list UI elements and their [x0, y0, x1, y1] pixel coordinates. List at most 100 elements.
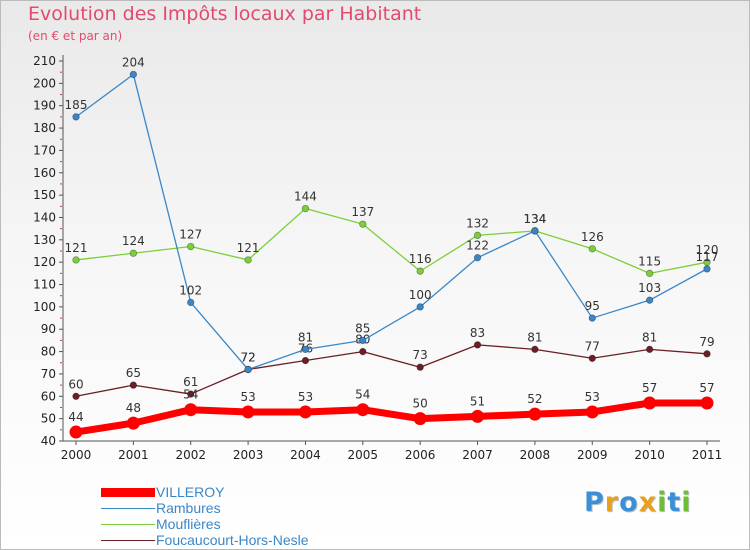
data-label: 127 [179, 228, 202, 242]
y-tick-label: 110 [33, 278, 56, 292]
data-label: 81 [642, 330, 657, 344]
y-tick-label: 80 [41, 345, 56, 359]
data-label: 121 [237, 241, 260, 255]
x-tick-label: 2011 [692, 448, 723, 462]
x-tick-label: 2000 [61, 448, 92, 462]
data-point [301, 204, 310, 213]
data-label: 137 [351, 205, 374, 219]
data-label: 100 [409, 288, 432, 302]
data-point [129, 70, 138, 79]
data-point [359, 336, 367, 345]
logo-letter: i [681, 487, 692, 518]
data-point [703, 265, 711, 273]
legend-swatch [101, 488, 155, 497]
data-point [301, 345, 310, 354]
y-tick-label: 150 [33, 188, 56, 202]
data-point [413, 412, 427, 426]
data-point [645, 345, 654, 354]
legend-label: Foucaucourt-Hors-Nesle [156, 532, 309, 548]
y-tick-label: 60 [41, 389, 56, 403]
data-point [531, 345, 539, 354]
legend-swatch [101, 508, 155, 509]
logo-letter: t [667, 487, 682, 518]
data-label: 115 [638, 254, 661, 268]
data-point [298, 405, 312, 419]
data-point [585, 405, 599, 419]
data-point [129, 381, 138, 389]
proxiti-logo: Proxiti [584, 487, 692, 518]
data-label: 51 [470, 394, 485, 408]
y-tick-label: 200 [33, 76, 56, 90]
series-line-villeroy [72, 399, 711, 436]
y-tick-label: 180 [33, 121, 56, 135]
data-label: 144 [294, 190, 317, 204]
logo-letter: P [584, 487, 605, 518]
data-point [126, 416, 140, 430]
y-tick-label: 170 [33, 143, 56, 157]
data-label: 120 [696, 243, 719, 257]
data-point [129, 249, 138, 257]
data-label: 116 [409, 252, 432, 266]
data-point [471, 409, 485, 423]
data-label: 121 [65, 241, 88, 255]
data-point [301, 356, 310, 365]
data-point [241, 405, 255, 419]
data-label: 103 [638, 281, 661, 295]
data-label: 102 [179, 283, 202, 297]
data-point [72, 256, 80, 264]
data-point [244, 256, 252, 264]
data-label: 61 [183, 375, 198, 389]
data-point [359, 347, 367, 356]
data-point [588, 245, 596, 253]
data-point [187, 298, 195, 307]
x-tick-label: 2010 [634, 448, 665, 462]
y-tick-label: 210 [33, 54, 56, 68]
x-tick-label: 2009 [577, 448, 608, 462]
data-label: 73 [413, 348, 428, 362]
data-point [359, 220, 367, 228]
x-tick-label: 2005 [348, 448, 379, 462]
data-point [416, 363, 424, 371]
x-tick-label: 2007 [462, 448, 493, 462]
data-label: 85 [355, 321, 370, 335]
x-tick-label: 2008 [520, 448, 551, 462]
data-point [588, 314, 596, 322]
logo-letter: x [638, 487, 658, 518]
data-label: 53 [585, 390, 600, 404]
data-label: 54 [183, 388, 198, 402]
data-label: 81 [298, 330, 313, 344]
data-label: 79 [699, 335, 714, 349]
data-label: 124 [122, 234, 145, 248]
legend-label: VILLEROY [156, 484, 225, 500]
y-tick-label: 90 [41, 322, 56, 336]
chart-subtitle: (en € et par an) [28, 29, 123, 43]
logo-letter: r [604, 487, 620, 518]
data-point [244, 365, 252, 374]
data-label: 50 [413, 397, 428, 411]
data-point [72, 392, 80, 400]
series-line-moufli-res [75, 207, 708, 275]
data-label: 81 [527, 330, 542, 344]
data-label: 52 [527, 392, 542, 406]
y-tick-label: 40 [41, 434, 56, 448]
series-line-rambures [75, 73, 708, 371]
data-label: 126 [581, 230, 604, 244]
data-point [473, 231, 482, 240]
data-label: 57 [699, 381, 714, 395]
y-tick-label: 160 [33, 166, 56, 180]
y-tick-label: 120 [33, 255, 56, 269]
data-point [528, 407, 542, 421]
data-point [187, 390, 195, 398]
data-label: 57 [642, 381, 657, 395]
data-point [187, 242, 195, 251]
data-point [645, 296, 654, 304]
data-label: 60 [68, 377, 83, 391]
x-tick-label: 2006 [405, 448, 436, 462]
data-point [184, 403, 198, 417]
data-point [700, 396, 714, 410]
data-label: 72 [240, 350, 255, 364]
x-tick-label: 2003 [233, 448, 264, 462]
data-label: 54 [355, 388, 370, 402]
logo-letter: o [619, 487, 639, 518]
